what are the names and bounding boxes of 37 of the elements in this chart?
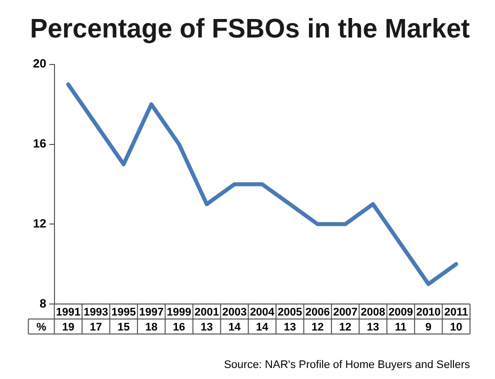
data-label: 18 <box>145 322 158 334</box>
x-tick-label: 2007 <box>333 306 358 319</box>
data-label: 11 <box>394 322 407 334</box>
x-tick-label: 1995 <box>111 306 136 319</box>
x-tick-label: 2001 <box>194 306 219 319</box>
y-tick-label: 12 <box>32 216 47 230</box>
y-tick-label: 20 <box>32 56 47 71</box>
data-label: 12 <box>339 322 352 334</box>
data-label: 17 <box>90 322 102 334</box>
x-tick-label: 2004 <box>250 306 276 319</box>
x-tick-label: 2010 <box>416 306 441 319</box>
x-tick-label: 1993 <box>84 306 108 319</box>
data-label: 10 <box>450 322 462 334</box>
x-tick-label: 1997 <box>139 306 164 319</box>
data-label: 9 <box>425 322 432 334</box>
data-label: 16 <box>172 322 186 334</box>
x-tick-label: 1991 <box>56 306 80 319</box>
x-tick-label: 2008 <box>360 306 386 319</box>
data-label: 13 <box>366 322 380 334</box>
data-label: 14 <box>256 322 270 334</box>
chart-title: Percentage of FSBOs in the Market <box>30 13 470 44</box>
x-tick-label: 2011 <box>444 306 468 319</box>
source-note: Source: NAR's Profile of Home Buyers and Sellers <box>224 359 470 372</box>
y-tick-label: 16 <box>32 136 47 151</box>
data-label: 15 <box>118 322 130 334</box>
data-label: 13 <box>200 322 213 334</box>
x-tick-label: 2005 <box>278 306 302 319</box>
y-tick-label: 8 <box>40 296 47 310</box>
x-tick-label: 1999 <box>166 306 192 319</box>
data-label: 12 <box>311 322 324 334</box>
data-label: 13 <box>284 322 296 334</box>
x-tick-label: 2003 <box>222 306 247 319</box>
data-label: 19 <box>62 322 74 334</box>
y-axis-title: % <box>36 322 46 334</box>
x-tick-label: 2006 <box>305 306 330 319</box>
data-label: 14 <box>228 322 242 334</box>
x-tick-label: 2009 <box>388 306 413 319</box>
